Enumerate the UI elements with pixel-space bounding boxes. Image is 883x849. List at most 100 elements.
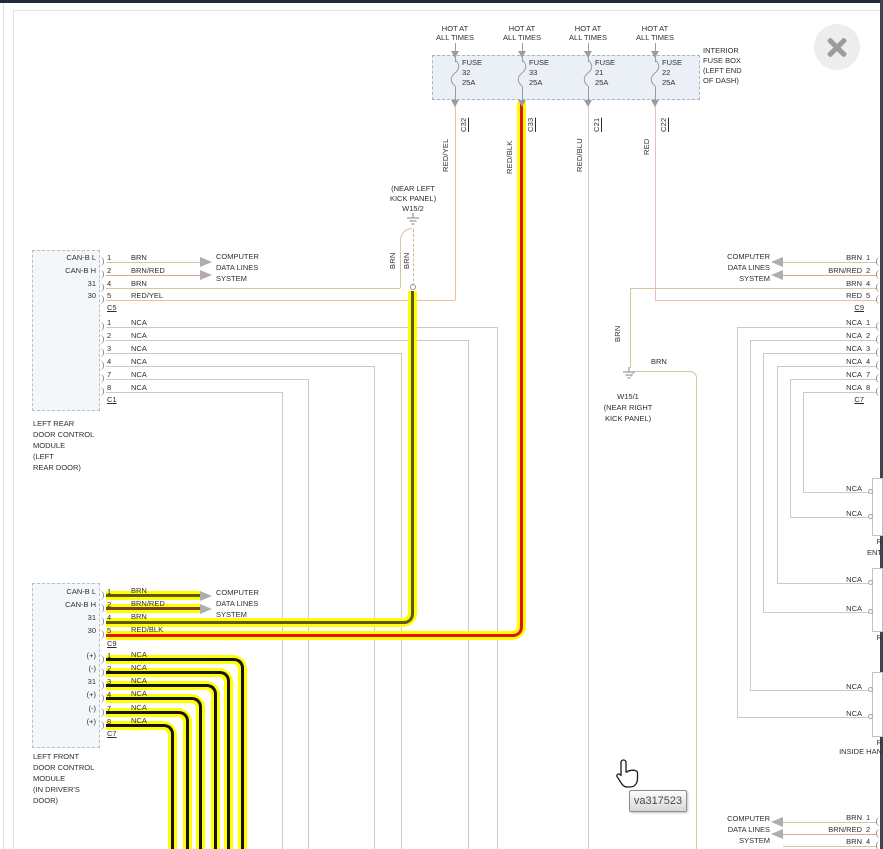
pin-number: 8: [107, 383, 112, 392]
pin-stub: [100, 591, 104, 600]
system-label: SYSTEM: [739, 274, 770, 283]
splice-label: W15/1: [617, 392, 639, 401]
ground-icon: [623, 367, 635, 379]
module-caption: MODULE: [33, 774, 66, 783]
component-caption: R: [876, 633, 882, 642]
pin-number: 7: [107, 704, 112, 713]
fuse-number: 32: [462, 68, 471, 77]
pin-stub: [100, 630, 104, 639]
hot-label: ALL TIMES: [569, 33, 607, 42]
panel-left-border: [13, 10, 14, 849]
pin-stub: [100, 694, 104, 703]
pin-stub: [100, 283, 104, 292]
wire-nca: [308, 379, 309, 849]
wire-brn: [630, 288, 631, 368]
pin-stub: [100, 257, 104, 266]
wire-brn: [630, 288, 876, 289]
pin-stub: [876, 322, 880, 331]
pin-number: 1: [107, 253, 112, 262]
pin-number: 2: [107, 664, 112, 673]
module-internal-label: CAN-B H: [65, 600, 96, 609]
hot-label: HOT AT: [508, 24, 536, 33]
pin-stub: [100, 604, 104, 613]
wire-color-label: NCA: [131, 703, 147, 712]
splice-label: KICK PANEL): [604, 414, 652, 423]
wire-nca: [106, 379, 308, 380]
hot-label: HOT AT: [441, 24, 469, 33]
module-internal-label: (-): [88, 664, 97, 673]
connector-label: C32: [459, 117, 468, 132]
fuse-title: FUSE: [595, 58, 616, 67]
flow-arrow-icon: [200, 270, 212, 280]
wire-color-label: NCA: [131, 663, 147, 672]
wire-color-label: BRN: [131, 253, 147, 262]
wire-nca: [497, 327, 498, 849]
wire-nca: [763, 353, 764, 612]
ground-icon: [407, 213, 419, 225]
connector-label: C21: [592, 117, 601, 132]
pin-dot: [868, 714, 873, 719]
wire-color-label: NCA: [846, 370, 862, 379]
splice-label: W15/2: [402, 204, 424, 213]
fuse-amps: 25A: [462, 78, 476, 87]
wire-color-label: NCA: [131, 318, 147, 327]
fuse-number: 33: [529, 68, 538, 77]
pin-stub: [876, 841, 880, 849]
pin-number: 4: [866, 837, 871, 846]
wire-red-yel: [106, 300, 455, 301]
wire-brn: [696, 377, 697, 849]
pin-number: 1: [866, 318, 871, 327]
wire-color-label: NCA: [846, 484, 862, 493]
wire-color-label: BRN: [846, 837, 862, 846]
hot-label: ALL TIMES: [436, 33, 474, 42]
wire-color-label: NCA: [131, 331, 147, 340]
pin-stub: [876, 283, 880, 292]
wire-nca: [106, 392, 282, 393]
close-button[interactable]: [814, 24, 860, 70]
module-internal-label: 30: [87, 626, 96, 635]
system-label: SYSTEM: [739, 836, 770, 845]
fuse-amps: 25A: [529, 78, 543, 87]
fuse-out-line: [588, 86, 589, 101]
highlight-wire-brn-red-core: [106, 607, 201, 610]
fuse-symbol-icon: [450, 60, 460, 86]
wire-nca: [777, 366, 876, 367]
pin-number: 3: [866, 344, 871, 353]
wire-color-label: NCA: [846, 318, 862, 327]
pin-stub: [876, 374, 880, 383]
flow-arrow-icon: [200, 257, 212, 267]
wire-color-label: NCA: [846, 344, 862, 353]
interior-box-label: FUSE BOX: [703, 56, 741, 65]
module-internal-label: CAN-B L: [66, 587, 96, 596]
pin-stub: [100, 681, 104, 690]
system-label: COMPUTER: [216, 588, 259, 597]
pin-stub: [876, 295, 880, 304]
down-arrow-icon: [451, 51, 459, 58]
pin-number: 4: [866, 357, 871, 366]
module-caption: (LEFT: [33, 452, 54, 461]
system-label: COMPUTER: [727, 814, 770, 823]
component-caption: R: [876, 537, 882, 546]
highlight-wire-nca-core: [106, 697, 202, 849]
wire-color-label: BRN: [846, 279, 862, 288]
fuse-title: FUSE: [529, 58, 550, 67]
wire-nca: [777, 366, 778, 583]
module-internal-label: (+): [86, 690, 96, 699]
wire-color-label: BRN: [846, 813, 862, 822]
pin-number: 5: [107, 626, 112, 635]
wire-nca: [790, 517, 871, 518]
system-label: SYSTEM: [216, 274, 247, 283]
wire-nca: [468, 340, 469, 849]
pin-stub: [876, 335, 880, 344]
wire-nca: [750, 690, 871, 691]
highlight-wire-nca-core: [106, 724, 174, 849]
right-component-box: [872, 672, 883, 737]
flow-arrow-icon: [771, 829, 783, 839]
pin-number: 2: [866, 825, 871, 834]
module-caption: DOOR CONTROL: [33, 430, 95, 439]
wire-color-label: RED/BLU: [575, 138, 584, 172]
pin-stub: [100, 708, 104, 717]
wire-nca: [106, 353, 401, 354]
wire-nca: [750, 340, 751, 690]
pin-stub: [100, 270, 104, 279]
